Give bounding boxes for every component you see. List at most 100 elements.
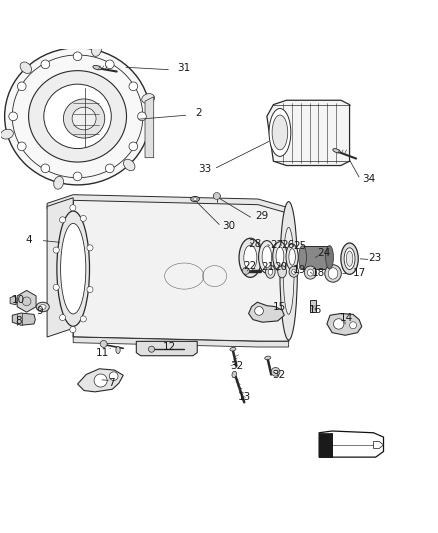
Text: 12: 12 [162,342,176,352]
Ellipse shape [36,302,49,312]
Text: 33: 33 [198,164,212,174]
Polygon shape [17,290,36,312]
Ellipse shape [341,243,358,274]
Ellipse shape [273,241,287,271]
Text: 32: 32 [231,361,244,371]
Ellipse shape [346,251,353,266]
Ellipse shape [262,246,272,268]
Circle shape [80,215,86,222]
Ellipse shape [276,247,284,266]
Polygon shape [145,97,154,158]
Polygon shape [73,198,289,341]
Circle shape [73,172,82,181]
Ellipse shape [239,238,261,277]
Circle shape [254,306,263,315]
Text: 15: 15 [272,302,286,312]
Ellipse shape [289,249,295,265]
Text: 11: 11 [96,348,109,358]
Circle shape [333,319,344,329]
Ellipse shape [93,66,101,70]
Text: 18: 18 [311,268,325,278]
Circle shape [18,82,26,91]
Circle shape [274,370,277,374]
Ellipse shape [265,265,275,278]
Circle shape [106,164,114,173]
Ellipse shape [278,265,286,278]
Circle shape [94,374,107,387]
Ellipse shape [5,48,150,185]
Text: 9: 9 [36,306,43,316]
Circle shape [9,112,18,120]
Bar [311,300,316,312]
Circle shape [41,164,49,173]
Ellipse shape [280,201,297,340]
Ellipse shape [328,268,338,279]
Ellipse shape [20,62,32,74]
Ellipse shape [299,246,307,269]
Ellipse shape [232,371,237,378]
Text: 7: 7 [108,378,114,388]
Polygon shape [47,195,289,213]
Circle shape [80,316,86,322]
Text: 10: 10 [12,295,25,305]
Polygon shape [267,100,350,166]
Polygon shape [249,302,284,322]
Ellipse shape [116,346,120,353]
Ellipse shape [325,246,333,269]
Text: 23: 23 [368,253,381,263]
Circle shape [110,372,118,381]
Circle shape [350,322,357,329]
Text: 34: 34 [363,174,376,183]
Ellipse shape [286,244,298,270]
Ellipse shape [244,245,257,270]
Text: 27: 27 [270,240,283,250]
Text: 31: 31 [177,63,190,73]
Text: 13: 13 [238,392,251,402]
Ellipse shape [258,240,275,273]
Ellipse shape [265,356,271,360]
Ellipse shape [142,94,155,103]
Ellipse shape [272,115,288,150]
Text: 25: 25 [293,241,306,252]
Polygon shape [327,313,362,335]
Circle shape [18,142,26,151]
Bar [319,433,332,457]
Text: 20: 20 [274,262,287,272]
Ellipse shape [269,109,291,156]
Text: 8: 8 [15,316,22,326]
Text: 29: 29 [255,212,268,221]
Ellipse shape [64,99,105,138]
Ellipse shape [292,269,296,274]
Circle shape [60,217,66,223]
Text: 16: 16 [309,305,322,315]
Ellipse shape [92,44,102,56]
Polygon shape [47,198,73,337]
Circle shape [87,286,93,293]
Polygon shape [78,369,123,392]
Ellipse shape [28,71,127,162]
Text: 14: 14 [339,313,353,323]
Circle shape [271,367,280,376]
Circle shape [70,327,76,333]
Ellipse shape [72,107,96,130]
Text: 22: 22 [244,261,257,271]
Ellipse shape [230,348,236,351]
Circle shape [53,247,59,253]
Ellipse shape [304,266,317,279]
Circle shape [100,341,107,348]
Ellipse shape [124,159,135,171]
Ellipse shape [268,268,272,275]
Ellipse shape [193,198,197,200]
Ellipse shape [325,265,341,282]
Ellipse shape [39,304,46,309]
Text: 24: 24 [318,248,331,258]
Circle shape [73,52,82,61]
Ellipse shape [191,197,199,201]
Text: 32: 32 [272,370,286,381]
Ellipse shape [213,194,220,198]
Circle shape [60,314,66,320]
Ellipse shape [283,228,294,314]
Text: 21: 21 [261,262,274,272]
Circle shape [243,268,250,274]
Circle shape [106,60,114,69]
